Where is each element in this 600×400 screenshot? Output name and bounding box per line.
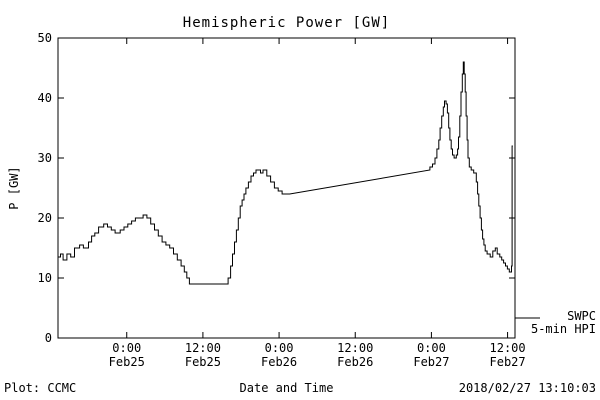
x-tick-label: 12:00 Feb26 (320, 341, 390, 369)
legend-label-line2: 5-min HPI (530, 322, 596, 336)
plot-timestamp: 2018/02/27 13:10:03 (458, 381, 596, 395)
x-tick-time: 0:00 (416, 341, 446, 355)
x-tick-label: 12:00 Feb27 (473, 341, 543, 369)
x-tick-date: Feb26 (261, 355, 298, 369)
x-tick-date: Feb26 (337, 355, 374, 369)
y-tick-label: 40 (37, 91, 52, 105)
hpi-data-line (58, 61, 513, 285)
plot-frame (57, 37, 516, 339)
legend: SWPC 5-min HPI (531, 310, 596, 336)
chart-title: Hemispheric Power [GW] (182, 15, 391, 31)
x-tick-time: 0:00 (112, 341, 142, 355)
x-tick-time: 12:00 (489, 341, 526, 355)
x-tick-label: 0:00 Feb27 (396, 341, 466, 369)
x-tick-label: 0:00 Feb26 (244, 341, 314, 369)
x-tick-date: Feb25 (184, 355, 221, 369)
y-tick-label: 50 (37, 31, 52, 45)
y-tick-label: 20 (37, 211, 52, 225)
plot-credit: Plot: CCMC (4, 381, 77, 395)
x-tick-date: Feb25 (108, 355, 145, 369)
y-tick-label: 10 (37, 271, 52, 285)
y-tick-label: 30 (37, 151, 52, 165)
x-tick-date: Feb27 (489, 355, 526, 369)
x-tick-time: 0:00 (264, 341, 294, 355)
legend-label-line1: SWPC (567, 309, 596, 323)
y-tick-label: 0 (44, 331, 52, 345)
x-axis-label: Date and Time (239, 381, 334, 395)
x-tick-date: Feb27 (413, 355, 450, 369)
x-tick-label: 0:00 Feb25 (92, 341, 162, 369)
x-tick-time: 12:00 (337, 341, 374, 355)
x-tick-time: 12:00 (184, 341, 221, 355)
x-tick-label: 12:00 Feb25 (168, 341, 238, 369)
